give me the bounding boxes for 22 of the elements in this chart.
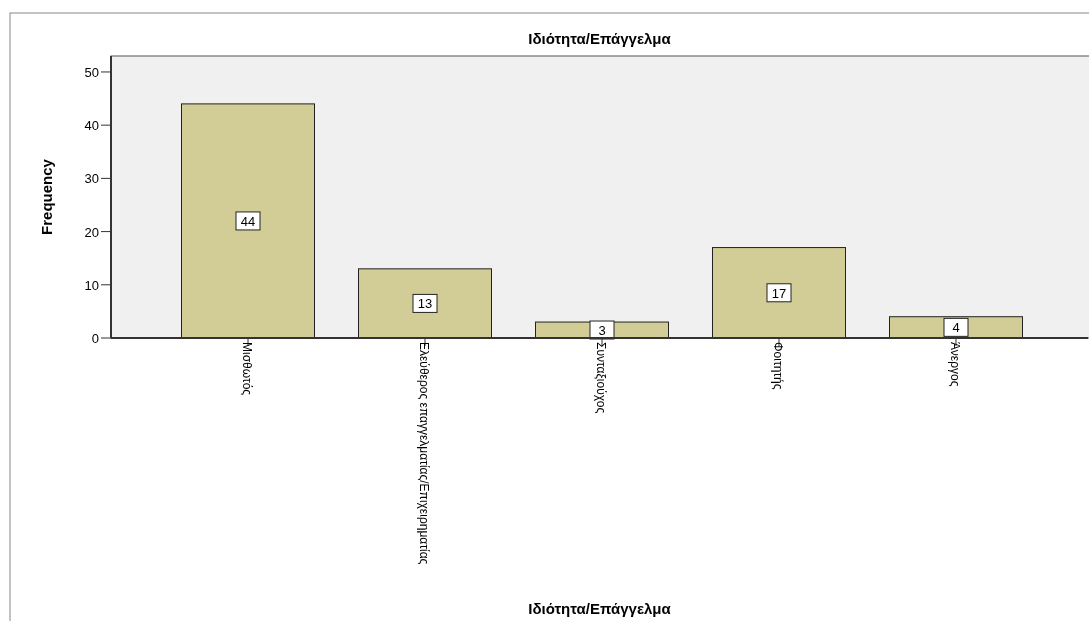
x-axis-title: Ιδιότητα/Επάγγελμα [528, 600, 672, 617]
y-tick-label: 40 [84, 118, 99, 134]
x-tick-label: Φοιτητής [771, 342, 785, 390]
y-tick-label: 0 [91, 331, 99, 346]
data-label: 44 [240, 213, 256, 229]
bar [358, 268, 492, 339]
x-tick-label: Άνεργος [948, 342, 962, 387]
bar [712, 247, 846, 339]
data-label: 13 [417, 296, 433, 312]
y-axis-title: Frequency [38, 158, 55, 235]
x-tick-label: Ελεύθερος επαγγελματίας/Επιχειρηματίας [417, 342, 431, 565]
data-label: 4 [952, 320, 960, 336]
y-tick-label: 50 [84, 64, 99, 80]
y-tick-label: 10 [84, 277, 99, 293]
bar [181, 103, 315, 339]
data-label: 17 [771, 285, 787, 301]
x-tick-label: Συνταξιούχος [594, 342, 608, 414]
y-tick-label: 20 [84, 224, 99, 240]
y-tick-label: 30 [84, 171, 99, 187]
data-label: 3 [598, 323, 606, 339]
chart-title: Ιδιότητα/Επάγγελμα [528, 30, 672, 47]
x-tick-label: Μισθωτός [240, 342, 254, 396]
